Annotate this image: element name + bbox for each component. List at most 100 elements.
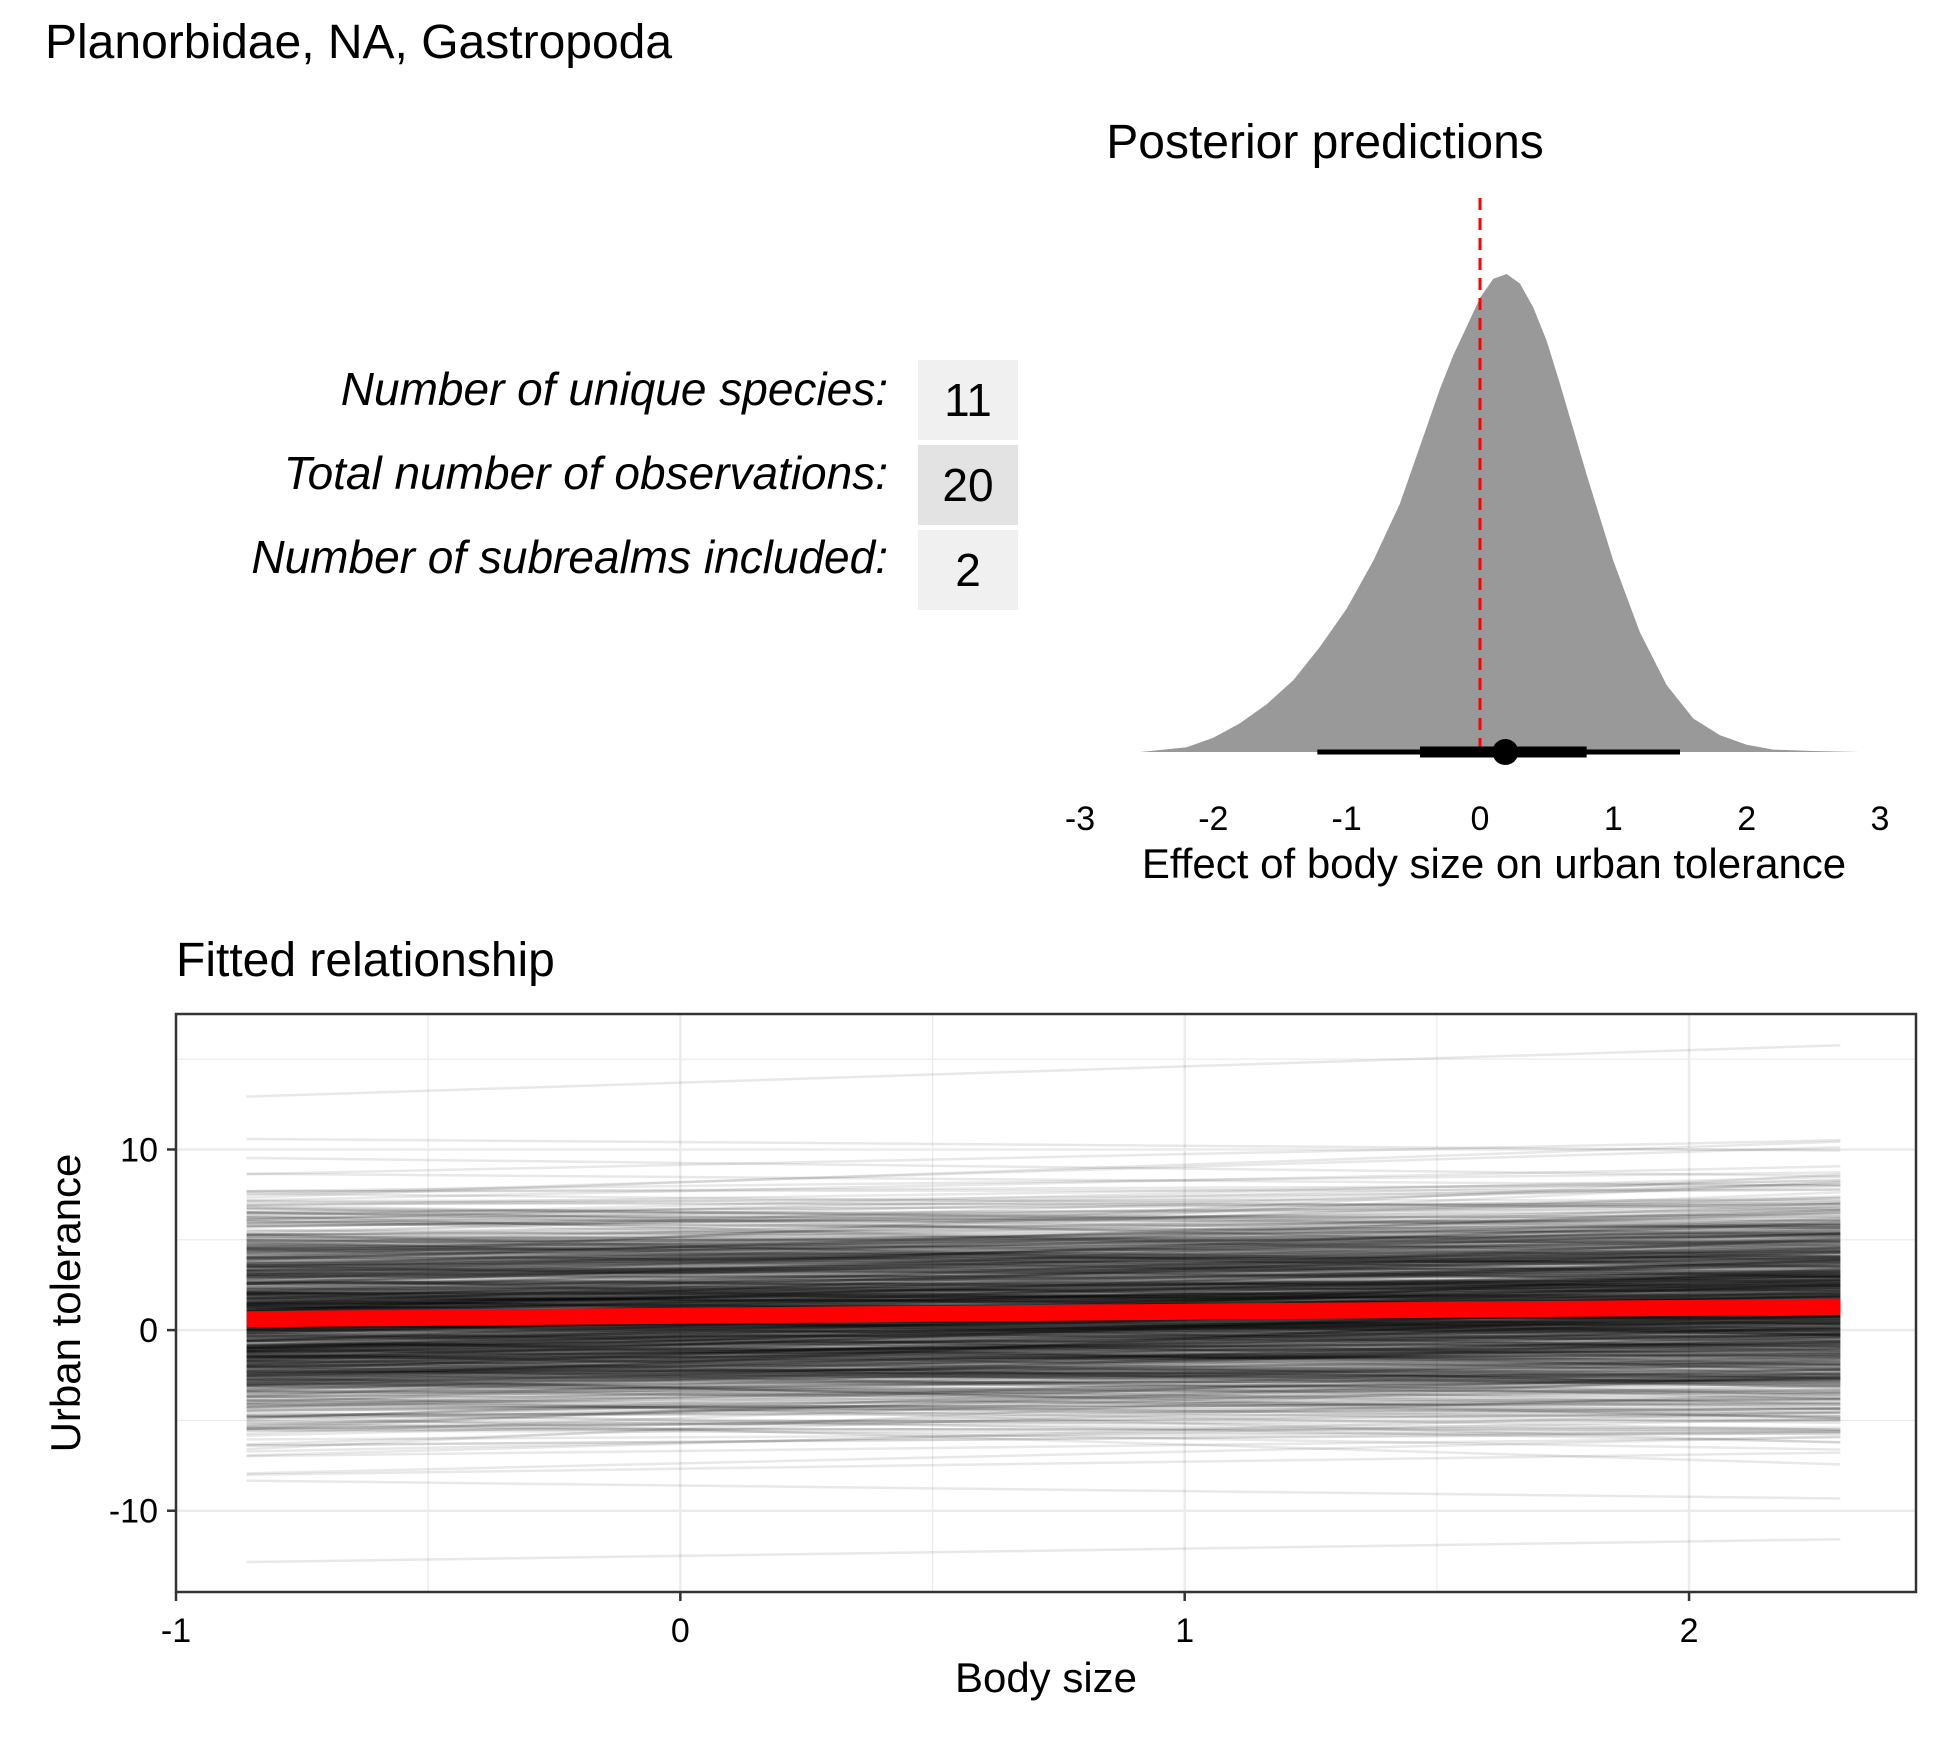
posterior-draw-line [246, 1369, 1841, 1387]
posterior-draw-line [246, 1321, 1841, 1379]
posterior-draw-line [246, 1342, 1841, 1354]
posterior-draw-line [246, 1319, 1841, 1350]
posterior-draw-line [246, 1320, 1841, 1339]
posterior-draw-line [246, 1323, 1841, 1344]
posterior-draw-line [246, 1255, 1841, 1276]
posterior-draw-line [246, 1363, 1841, 1376]
posterior-draw-line [246, 1228, 1841, 1247]
posterior-draw-line [246, 1211, 1841, 1248]
posterior-draw-line [246, 1327, 1841, 1348]
posterior-draw-line [246, 1345, 1841, 1353]
posterior-draw-line [246, 1241, 1841, 1260]
posterior-draw-line [246, 1250, 1841, 1267]
posterior-draw-line [246, 1043, 1841, 1098]
posterior-draw-line [246, 1316, 1841, 1355]
stat-label-observations: Total number of observations: [283, 447, 888, 499]
posterior-draw-line [246, 1293, 1841, 1310]
posterior-draw-line [246, 1292, 1841, 1303]
posterior-draw-line [246, 1313, 1841, 1372]
posterior-draw-line [246, 1317, 1841, 1350]
posterior-draw-line [246, 1322, 1841, 1354]
posterior-draw-line [246, 1323, 1841, 1349]
posterior-draw-line [246, 1342, 1841, 1381]
posterior-draw-line [246, 1205, 1841, 1247]
posterior-draw-line [246, 1402, 1841, 1410]
posterior-draw-line [246, 1275, 1841, 1279]
posterior-draw-line [246, 1372, 1841, 1383]
posterior-draw-line [246, 1363, 1841, 1381]
posterior-draw-line [246, 1362, 1841, 1375]
posterior-draw-line [246, 1334, 1841, 1355]
posterior-draw-line [246, 1250, 1841, 1277]
posterior-draw-line [246, 1327, 1841, 1363]
posterior-draw-line [246, 1348, 1841, 1356]
posterior-draw-line [246, 1286, 1841, 1311]
posterior-draw-line [246, 1325, 1841, 1378]
posterior-draw-line [246, 1232, 1841, 1285]
posterior-draw-line [246, 1335, 1841, 1405]
posterior-draw-line [246, 1277, 1841, 1300]
posterior-draw-line [246, 1323, 1841, 1332]
posterior-draw-line [246, 1255, 1841, 1264]
posterior-draw-line [246, 1330, 1841, 1361]
posterior-draw-line [246, 1359, 1841, 1367]
posterior-draw-line [246, 1375, 1841, 1383]
posterior-draw-line [246, 1414, 1841, 1466]
posterior-draw-line [246, 1352, 1841, 1382]
posterior-draw-line [246, 1165, 1841, 1202]
posterior-draw-line [246, 1241, 1841, 1255]
fitted-x-label: Body size [955, 1654, 1137, 1701]
posterior-draw-line [246, 1244, 1841, 1251]
posterior-draw-line [246, 1419, 1841, 1433]
posterior-draw-line [246, 1390, 1841, 1405]
posterior-draw-line [246, 1287, 1841, 1293]
y-tick-label: 0 [139, 1312, 158, 1350]
posterior-draw-line [246, 1291, 1841, 1300]
posterior-draw-line [246, 1265, 1841, 1296]
fitted-y-ticks: -10 0 10 [109, 1131, 176, 1531]
posterior-draw-line [246, 1202, 1841, 1238]
posterior-draw-line [246, 1325, 1841, 1333]
x-tick-label: -1 [161, 1612, 191, 1650]
posterior-draw-line [246, 1260, 1841, 1264]
posterior-draw-line [246, 1235, 1841, 1245]
posterior-draw-line [246, 1351, 1841, 1360]
posterior-draw-line [246, 1451, 1841, 1476]
posterior-draw-line [246, 1251, 1841, 1313]
posterior-draw-line [246, 1324, 1841, 1339]
posterior-draw-line [246, 1224, 1841, 1236]
posterior-draw-line [246, 1229, 1841, 1260]
posterior-draw-line [246, 1370, 1841, 1376]
posterior-draw-line [246, 1287, 1841, 1307]
posterior-draw-line [246, 1367, 1841, 1373]
posterior-draw-line [246, 1237, 1841, 1261]
posterior-draw-line [246, 1265, 1841, 1291]
posterior-draw-line [246, 1378, 1841, 1415]
posterior-draw-line [246, 1265, 1841, 1274]
posterior-draw-line [246, 1261, 1841, 1315]
posterior-draw-line [246, 1198, 1841, 1203]
posterior-draw-line [246, 1225, 1841, 1247]
posterior-draw-line [246, 1284, 1841, 1299]
posterior-draw-line [246, 1240, 1841, 1284]
fitted-title: Fitted relationship [176, 934, 555, 987]
posterior-draw-line [246, 1249, 1841, 1264]
posterior-draw-line [246, 1238, 1841, 1268]
posterior-draw-line [246, 1328, 1841, 1372]
posterior-draw-line [246, 1315, 1841, 1330]
posterior-draw-line [246, 1284, 1841, 1315]
posterior-draw-line [246, 1372, 1841, 1379]
posterior-draw-line [246, 1293, 1841, 1305]
posterior-draw-line [246, 1372, 1841, 1381]
posterior-draw-line [246, 1418, 1841, 1424]
posterior-draw-line [246, 1378, 1841, 1385]
posterior-draw-line [246, 1279, 1841, 1306]
posterior-draw-line [246, 1200, 1841, 1225]
x-tick-label: 2 [1680, 1612, 1699, 1650]
posterior-draw-line [246, 1334, 1841, 1338]
posterior-draw-line [246, 1380, 1841, 1410]
posterior-draw-line [246, 1348, 1841, 1368]
posterior-draw-line [246, 1320, 1841, 1363]
posterior-draw-line [246, 1265, 1841, 1277]
posterior-draw-line [246, 1243, 1841, 1266]
